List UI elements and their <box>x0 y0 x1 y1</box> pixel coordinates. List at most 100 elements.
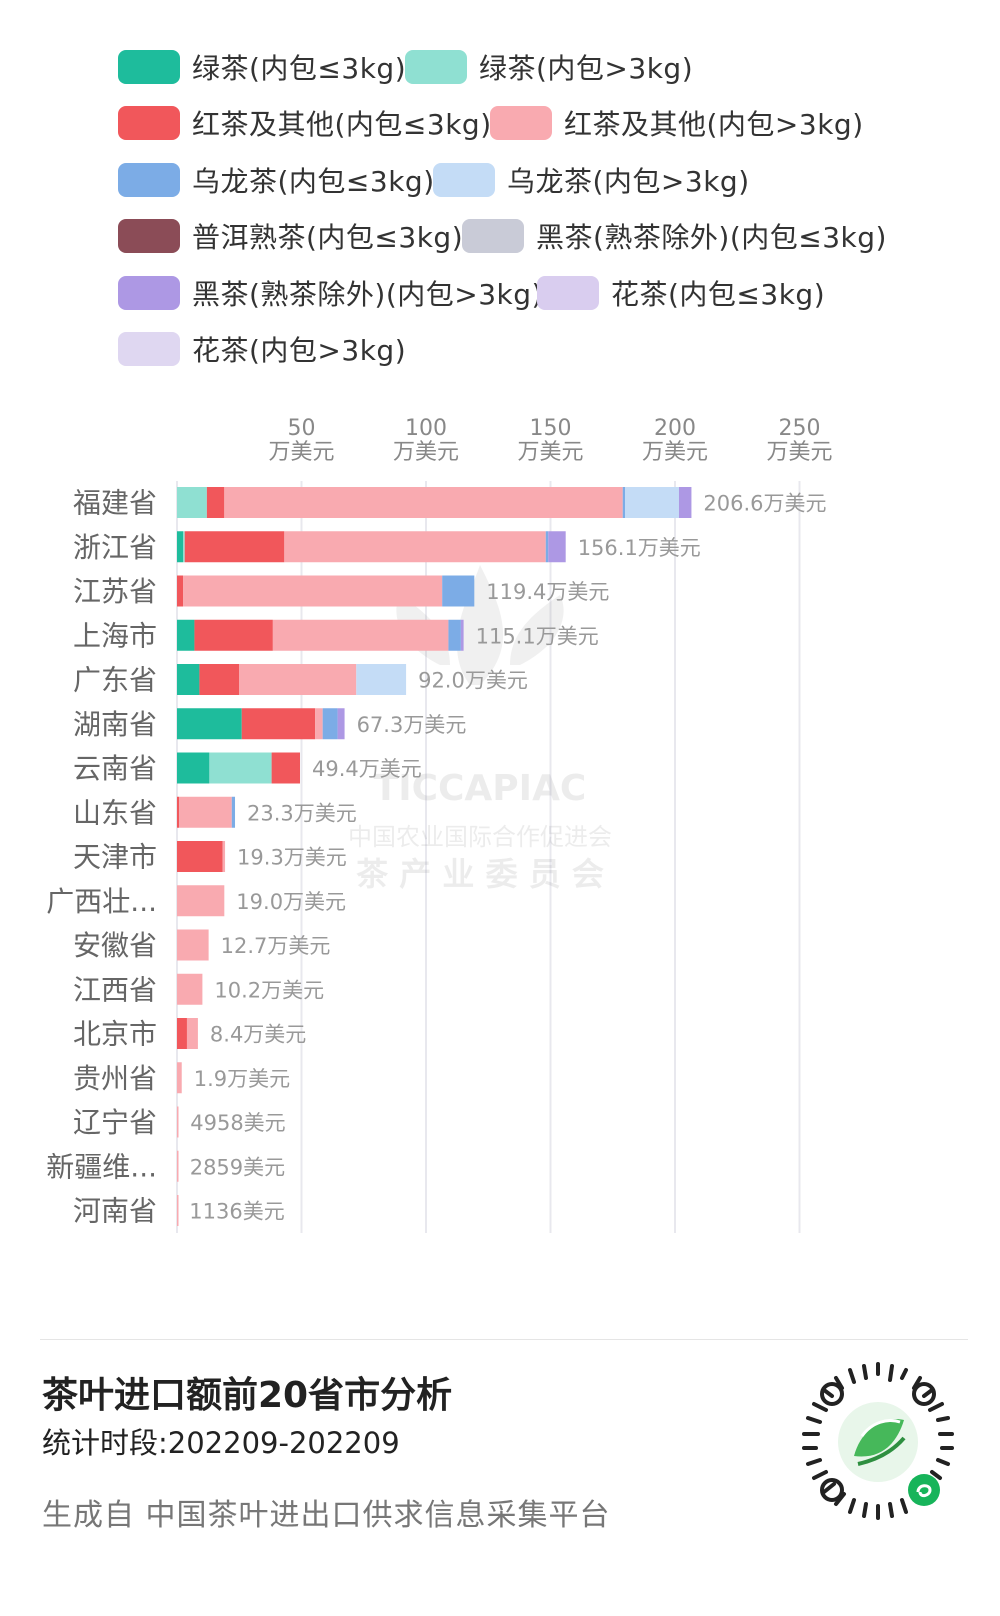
legend-label: 花茶(内包>3kg) <box>192 334 407 367</box>
category-label: 河南省 <box>73 1195 157 1228</box>
bar-segment <box>206 487 225 518</box>
legend-swatch <box>462 219 524 253</box>
bar-segment <box>177 929 209 961</box>
bar-segment <box>222 841 226 872</box>
category-label: 福建省 <box>73 487 157 520</box>
bar-value-label: 92.0万美元 <box>418 669 528 693</box>
bar-segment <box>460 619 464 651</box>
category-label: 江苏省 <box>73 575 157 608</box>
legend-item[interactable]: 花茶(内包≤3kg) <box>537 273 825 313</box>
legend-swatch <box>405 50 467 84</box>
category-label: 江西省 <box>73 973 157 1006</box>
bar-value-label: 10.2万美元 <box>214 978 324 1002</box>
bar-segment <box>177 885 225 917</box>
bar-segment <box>284 531 546 563</box>
legend-item[interactable]: 黑茶(熟茶除外)(内包>3kg) <box>118 273 543 313</box>
bar-segment <box>448 619 461 651</box>
footer-source: 生成自 中国茶叶进出口供求信息采集平台 <box>42 1498 611 1533</box>
bar-value-label: 2859美元 <box>190 1155 285 1179</box>
legend-item[interactable]: 绿茶(内包≤3kg) <box>118 47 406 87</box>
bar-segment <box>239 664 357 695</box>
legend-label: 乌龙茶(内包>3kg) <box>507 165 750 198</box>
legend-swatch <box>490 106 552 140</box>
bar-value-label: 19.0万美元 <box>236 890 346 914</box>
bar-value-label: 4958美元 <box>190 1111 285 1135</box>
legend-swatch <box>118 163 180 197</box>
bar-segment <box>241 708 316 740</box>
footer-divider <box>40 1339 968 1340</box>
legend-item[interactable]: 黑茶(熟茶除外)(内包≤3kg) <box>462 216 887 256</box>
x-tick-unit: 万美元 <box>517 440 583 465</box>
legend-item[interactable]: 乌龙茶(内包>3kg) <box>433 160 750 200</box>
legend-label: 绿茶(内包≤3kg) <box>192 52 407 85</box>
bar-segment <box>177 531 184 563</box>
bar-segment <box>186 1018 198 1049</box>
bar-segment <box>177 1150 179 1182</box>
legend-item[interactable]: 红茶及其他(内包>3kg) <box>490 103 864 143</box>
category-label: 天津市 <box>73 841 157 874</box>
category-label: 浙江省 <box>73 531 157 564</box>
bar-segment <box>184 531 285 563</box>
watermark-text: 中国农业国际合作促进会 <box>348 823 612 851</box>
bar-value-label: 1136美元 <box>189 1200 284 1224</box>
watermark-text: TICCAPIAC <box>374 768 587 809</box>
category-label: 安徽省 <box>73 929 157 962</box>
bar-segment <box>177 708 242 740</box>
bar-segment <box>183 575 443 607</box>
bar-segment <box>678 487 692 518</box>
bar-segment <box>442 575 475 607</box>
bar-value-label: 12.7万美元 <box>221 934 331 958</box>
footer-title: 茶叶进口额前20省市分析 <box>42 1375 453 1416</box>
bar-segment <box>177 841 223 872</box>
legend-label: 乌龙茶(内包≤3kg) <box>192 165 435 198</box>
x-tick-label: 100 <box>405 416 447 441</box>
watermark-emblem-icon <box>396 565 564 685</box>
legend-label: 黑茶(熟茶除外)(内包≤3kg) <box>536 221 887 254</box>
bar-segment <box>209 752 272 784</box>
bar-value-label: 49.4万美元 <box>312 757 422 781</box>
bar-segment <box>177 796 179 828</box>
bar-segment <box>177 664 200 695</box>
category-label: 广西壮... <box>46 885 157 918</box>
bar-segment <box>271 752 301 784</box>
bar-segment <box>177 619 195 651</box>
bar-value-label: 67.3万美元 <box>357 713 467 737</box>
legend-item[interactable]: 花茶(内包>3kg) <box>118 329 406 369</box>
chart-legend: 绿茶(内包≤3kg) 绿茶(内包>3kg) 红茶及其他(内包≤3kg) 红茶及其他(内… <box>0 0 1000 400</box>
legend-swatch <box>537 276 599 310</box>
bar-segment <box>224 487 623 518</box>
bar-segment <box>315 708 323 740</box>
bar-segment <box>545 531 549 563</box>
category-label: 广东省 <box>73 664 157 697</box>
category-label: 新疆维... <box>46 1150 157 1183</box>
bar-value-label: 8.4万美元 <box>210 1023 306 1047</box>
bar-value-label: 206.6万美元 <box>703 492 826 516</box>
bar-segment <box>231 796 236 828</box>
category-label: 北京市 <box>73 1018 157 1051</box>
x-tick-label: 200 <box>654 416 696 441</box>
category-label: 辽宁省 <box>73 1106 157 1139</box>
bar-segment <box>548 531 566 563</box>
legend-item[interactable]: 普洱熟茶(内包≤3kg) <box>118 216 463 256</box>
bar-segment <box>177 752 210 784</box>
x-tick-unit: 万美元 <box>642 440 708 465</box>
legend-swatch <box>118 219 180 253</box>
legend-label: 红茶及其他(内包>3kg) <box>564 108 864 141</box>
bar-segment <box>356 664 407 695</box>
x-tick-unit: 万美元 <box>268 440 334 465</box>
watermark-text: 茶 产 业 委 员 会 <box>356 855 604 893</box>
legend-swatch <box>118 276 180 310</box>
bar-segment <box>625 487 679 518</box>
x-tick-label: 50 <box>288 416 316 441</box>
legend-item[interactable]: 乌龙茶(内包≤3kg) <box>118 160 435 200</box>
legend-item[interactable]: 绿茶(内包>3kg) <box>405 47 693 87</box>
legend-swatch <box>118 50 180 84</box>
bar-segment <box>177 575 184 607</box>
mini-program-qr-code-icon[interactable] <box>792 1356 964 1528</box>
bar-value-label: 156.1万美元 <box>578 536 701 560</box>
bar-segment <box>199 664 240 695</box>
bar-segment <box>177 1195 179 1226</box>
legend-item[interactable]: 红茶及其他(内包≤3kg) <box>118 103 492 143</box>
bar-value-label: 119.4万美元 <box>486 580 609 604</box>
